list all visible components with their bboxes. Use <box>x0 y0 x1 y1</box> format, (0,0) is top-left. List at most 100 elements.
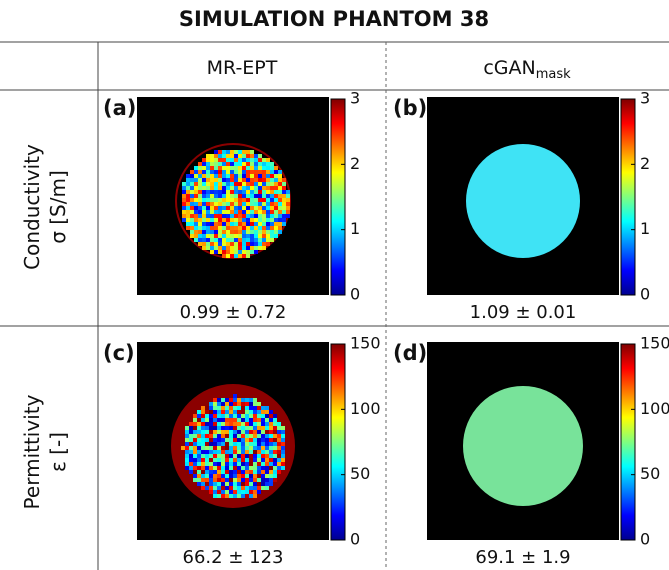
panel-label: (b) <box>393 96 427 120</box>
noise-pixel <box>258 218 262 222</box>
noise-pixel <box>197 422 201 426</box>
noise-pixel <box>225 482 229 486</box>
noise-pixel <box>238 158 242 162</box>
noise-pixel <box>262 242 266 246</box>
noise-pixel <box>245 478 249 482</box>
noise-pixel <box>202 246 206 250</box>
noise-pixel <box>221 442 225 446</box>
noise-pixel <box>218 214 222 218</box>
noise-pixel <box>273 422 277 426</box>
noise-pixel <box>238 182 242 186</box>
noise-pixel <box>225 398 229 402</box>
noise-pixel <box>221 490 225 494</box>
noise-pixel <box>250 234 254 238</box>
noise-pixel <box>238 254 242 258</box>
noise-pixel <box>205 454 209 458</box>
noise-pixel <box>274 234 278 238</box>
noise-pixel <box>278 182 282 186</box>
noise-pixel <box>242 226 246 230</box>
noise-pixel <box>258 174 262 178</box>
noise-pixel <box>258 170 262 174</box>
noise-pixel <box>201 454 205 458</box>
noise-pixel <box>250 226 254 230</box>
noise-pixel <box>206 166 210 170</box>
noise-pixel <box>202 178 206 182</box>
noise-pixel <box>266 226 270 230</box>
noise-pixel <box>242 150 246 154</box>
noise-pixel <box>230 214 234 218</box>
noise-pixel <box>217 458 221 462</box>
noise-pixel <box>217 486 221 490</box>
noise-pixel <box>261 486 265 490</box>
noise-pixel <box>237 454 241 458</box>
noise-pixel <box>245 406 249 410</box>
noise-pixel <box>221 474 225 478</box>
noise-pixel <box>230 158 234 162</box>
noise-pixel <box>229 414 233 418</box>
noise-pixel <box>261 482 265 486</box>
noise-pixel <box>277 458 281 462</box>
noise-pixel <box>258 186 262 190</box>
noise-pixel <box>245 402 249 406</box>
noise-pixel <box>201 430 205 434</box>
noise-pixel <box>198 222 202 226</box>
noise-pixel <box>270 162 274 166</box>
noise-pixel <box>241 458 245 462</box>
noise-pixel <box>217 438 221 442</box>
noise-pixel <box>234 254 238 258</box>
noise-pixel <box>241 426 245 430</box>
noise-pixel <box>237 430 241 434</box>
noise-pixel <box>250 190 254 194</box>
noise-pixel <box>257 402 261 406</box>
noise-pixel <box>205 406 209 410</box>
noise-pixel <box>230 174 234 178</box>
colorbar-tick-label: 0 <box>350 285 360 304</box>
noise-pixel <box>194 198 198 202</box>
noise-pixel <box>278 186 282 190</box>
noise-pixel <box>230 222 234 226</box>
noise-pixel <box>230 154 234 158</box>
noise-pixel <box>202 218 206 222</box>
noise-pixel <box>281 442 285 446</box>
noise-pixel <box>245 434 249 438</box>
noise-pixel <box>189 438 193 442</box>
noise-pixel <box>226 242 230 246</box>
noise-pixel <box>205 482 209 486</box>
noise-pixel <box>278 198 282 202</box>
noise-pixel <box>186 190 190 194</box>
noise-pixel <box>233 442 237 446</box>
noise-pixel <box>282 194 286 198</box>
noise-pixel <box>225 466 229 470</box>
noise-pixel <box>222 182 226 186</box>
noise-pixel <box>221 410 225 414</box>
noise-pixel <box>201 418 205 422</box>
noise-pixel <box>249 402 253 406</box>
noise-pixel <box>182 182 186 186</box>
noise-pixel <box>245 474 249 478</box>
noise-pixel <box>246 222 250 226</box>
noise-pixel <box>242 158 246 162</box>
noise-pixel <box>190 234 194 238</box>
noise-pixel <box>214 202 218 206</box>
noise-pixel <box>241 478 245 482</box>
noise-pixel <box>258 246 262 250</box>
noise-pixel <box>217 494 221 498</box>
noise-pixel <box>270 198 274 202</box>
noise-pixel <box>226 198 230 202</box>
noise-pixel <box>237 466 241 470</box>
noise-pixel <box>253 430 257 434</box>
noise-pixel <box>238 190 242 194</box>
phantom <box>466 144 580 258</box>
noise-pixel <box>202 210 206 214</box>
noise-pixel <box>205 422 209 426</box>
colorbar-tick-label: 0 <box>640 285 650 304</box>
noise-pixel <box>241 486 245 490</box>
noise-pixel <box>269 446 273 450</box>
noise-pixel <box>250 210 254 214</box>
noise-pixel <box>246 234 250 238</box>
noise-pixel <box>241 402 245 406</box>
noise-pixel <box>222 226 226 230</box>
noise-pixel <box>190 210 194 214</box>
noise-pixel <box>258 214 262 218</box>
noise-pixel <box>217 414 221 418</box>
